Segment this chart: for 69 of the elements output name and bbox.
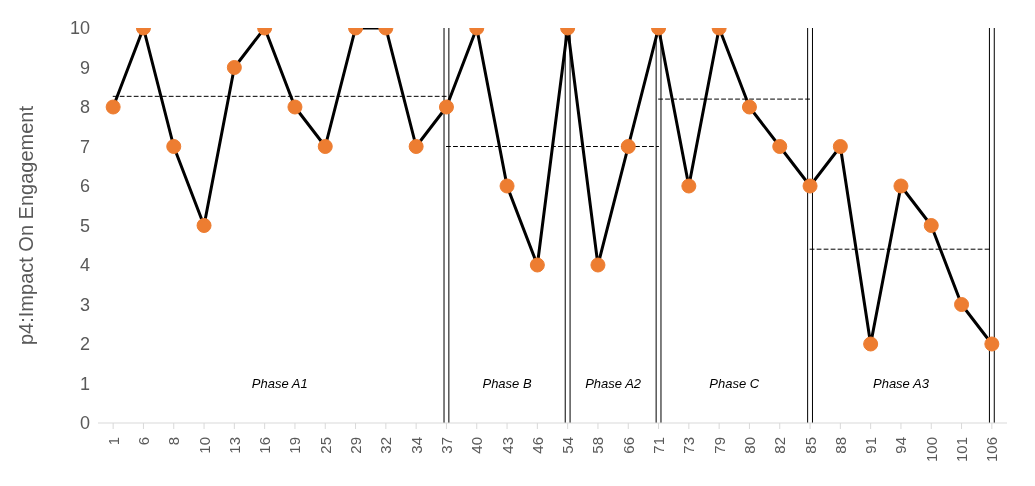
point <box>408 139 424 154</box>
x-tick-label: 88 <box>831 437 849 454</box>
x-tick-label: 73 <box>680 437 698 454</box>
x-tick-label: 94 <box>892 437 910 454</box>
x-tick-label: 58 <box>589 437 607 454</box>
x-tick-label: 1 <box>104 437 122 446</box>
point <box>287 99 303 115</box>
y-tick-label: 1 <box>79 373 90 394</box>
point <box>499 178 515 194</box>
y-tick-label: 5 <box>79 215 90 236</box>
x-tick-label: 79 <box>710 437 728 454</box>
x-tick-label: 34 <box>407 437 425 454</box>
x-tick-label: 54 <box>559 437 577 454</box>
y-axis-title: p4:Impact On Engagement <box>15 105 38 346</box>
x-tick-label: 85 <box>801 437 819 454</box>
point <box>681 178 697 194</box>
x-tick-label: 25 <box>316 437 334 454</box>
x-tick-label: 101 <box>953 437 971 463</box>
point <box>166 139 182 154</box>
y-tick-label: 6 <box>79 176 90 197</box>
point <box>863 336 879 352</box>
annotation: Phase A3 <box>873 376 930 392</box>
point <box>741 99 757 115</box>
y-tick-label: 0 <box>79 413 90 434</box>
annotation: Phase C <box>709 376 760 392</box>
x-tick-label: 6 <box>134 437 152 446</box>
y-tick-label: 3 <box>79 294 90 315</box>
x-tick-label: 29 <box>347 437 365 454</box>
y-tick-label: 4 <box>79 255 90 276</box>
y-tick-label: 8 <box>79 97 90 118</box>
y-tick-label: 9 <box>79 57 90 78</box>
x-tick-label: 37 <box>437 437 455 454</box>
x-tick-label: 46 <box>528 437 546 454</box>
y-tick-label: 7 <box>79 136 90 157</box>
x-tick-label: 71 <box>650 437 668 454</box>
y-tick-label: 10 <box>69 18 90 39</box>
x-tick-label: 40 <box>468 437 486 454</box>
annotation: Phase B <box>482 376 532 392</box>
x-tick-label: 91 <box>862 437 880 454</box>
x-tick-label: 82 <box>771 437 789 454</box>
point <box>923 218 939 233</box>
point <box>893 178 909 194</box>
x-tick-label: 13 <box>225 437 243 454</box>
point <box>105 99 121 115</box>
x-tick-label: 16 <box>256 437 274 454</box>
x-tick-label: 8 <box>165 437 183 446</box>
point <box>832 139 848 154</box>
point <box>590 257 606 273</box>
point <box>317 139 333 154</box>
point <box>226 60 242 75</box>
point <box>984 336 1000 352</box>
x-tick-label: 66 <box>619 437 637 454</box>
x-tick-label: 32 <box>377 437 395 454</box>
point <box>196 218 212 233</box>
x-tick-label: 19 <box>286 437 304 454</box>
point <box>529 257 545 273</box>
point <box>620 139 636 154</box>
y-tick-label: 2 <box>79 334 90 355</box>
x-tick-label: 43 <box>498 437 516 454</box>
point <box>772 139 788 154</box>
point <box>954 297 970 312</box>
annotation: Phase A2 <box>585 376 642 392</box>
x-tick-label: 80 <box>740 437 758 454</box>
x-tick-label: 106 <box>983 437 1001 463</box>
x-tick-label: 10 <box>195 437 213 454</box>
point <box>438 99 454 115</box>
annotation: Phase A1 <box>251 376 308 392</box>
x-tick-label: 100 <box>922 437 940 463</box>
point <box>802 178 818 194</box>
